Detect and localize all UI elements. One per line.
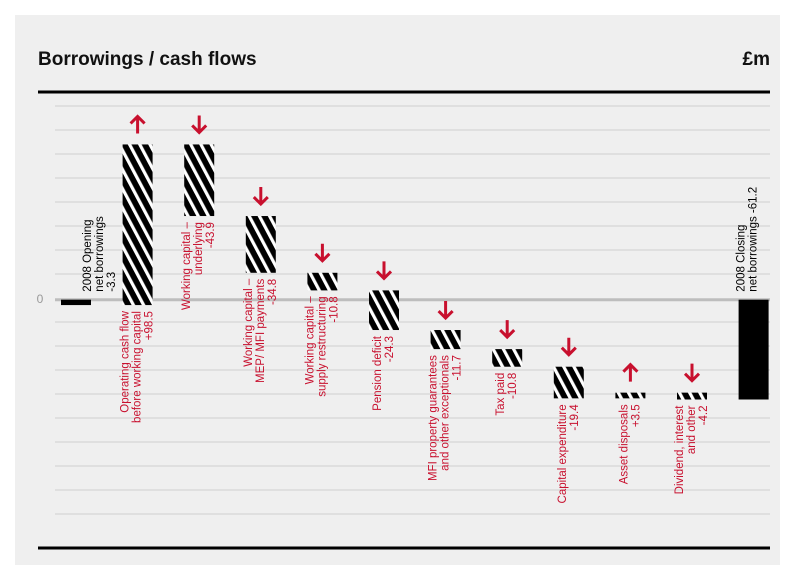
- direction-arrow: [499, 320, 516, 340]
- category-label: Working capital –: [181, 221, 193, 310]
- direction-arrow: [622, 362, 639, 382]
- bar: [430, 330, 461, 350]
- direction-arrow: [191, 115, 208, 135]
- category-label: net borrowings -61.2: [748, 187, 760, 292]
- grid: [55, 105, 770, 515]
- direction-arrow: [252, 187, 269, 207]
- category-label: net borrowings: [94, 216, 106, 292]
- category-label: supply restructuring: [316, 296, 328, 396]
- bar: [369, 290, 399, 331]
- bar: [615, 392, 646, 399]
- bar: [307, 272, 338, 291]
- category-label: Working capital –: [304, 296, 316, 385]
- bar: [553, 366, 584, 399]
- bar: [61, 299, 91, 306]
- bar: [492, 349, 523, 367]
- chart-title: Borrowings / cash flows: [38, 49, 257, 70]
- category-label: -11.7: [452, 355, 464, 380]
- direction-arrow: [683, 363, 701, 383]
- category-label: Working capital –: [243, 278, 255, 367]
- bar: [122, 144, 153, 306]
- category-label: -34.8: [267, 279, 279, 305]
- category-label: 2008 Closing: [736, 225, 748, 292]
- category-label: Tax paid: [495, 373, 507, 416]
- category-label: before working capital: [132, 311, 144, 423]
- category-label: -4.2: [698, 405, 710, 425]
- category-label: Asset disposals: [618, 404, 630, 484]
- category-label: underlying: [193, 222, 205, 275]
- category-label: +3.5: [630, 404, 642, 427]
- category-label: -10.8: [328, 296, 340, 322]
- category-label: Dividend, interest: [674, 405, 686, 495]
- category-label: Operating cash flow: [120, 310, 132, 412]
- category-label: -24.3: [384, 336, 396, 362]
- direction-arrow: [437, 301, 454, 321]
- category-label: +98.5: [144, 311, 156, 340]
- category-label: MFI property guarantees: [428, 355, 440, 481]
- bar: [738, 299, 769, 400]
- bar: [245, 216, 276, 273]
- direction-arrow: [560, 337, 577, 357]
- direction-arrow: [314, 243, 331, 263]
- y-tick-label: 0: [37, 292, 44, 306]
- category-label: Pension deficit: [372, 335, 384, 411]
- category-label: -10.8: [507, 373, 519, 399]
- unit-label: £m: [743, 49, 770, 70]
- category-label: 2008 Opening: [82, 219, 94, 291]
- category-label: MEP/ MFI payments: [255, 279, 267, 383]
- category-label: Capital expenditure: [557, 404, 569, 503]
- category-label: and other: [686, 405, 698, 454]
- bar: [184, 144, 215, 217]
- direction-arrow: [375, 261, 393, 281]
- category-label: -19.4: [569, 404, 581, 431]
- category-label: and other exceptionals: [440, 355, 452, 471]
- category-label: -3.3: [106, 272, 118, 292]
- category-label: -43.9: [205, 222, 217, 248]
- direction-arrow: [129, 114, 146, 134]
- bar: [677, 392, 707, 400]
